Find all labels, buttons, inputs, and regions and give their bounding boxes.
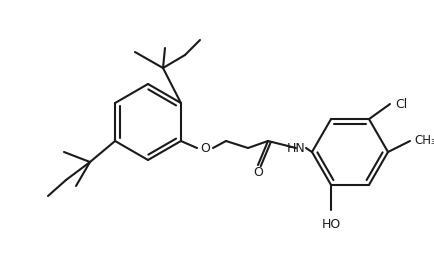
Text: HO: HO	[321, 218, 340, 231]
Text: O: O	[200, 141, 210, 154]
Text: CH₃: CH₃	[413, 135, 434, 148]
Text: Cl: Cl	[394, 98, 406, 110]
Text: O: O	[253, 167, 262, 180]
Text: HN: HN	[286, 141, 305, 154]
